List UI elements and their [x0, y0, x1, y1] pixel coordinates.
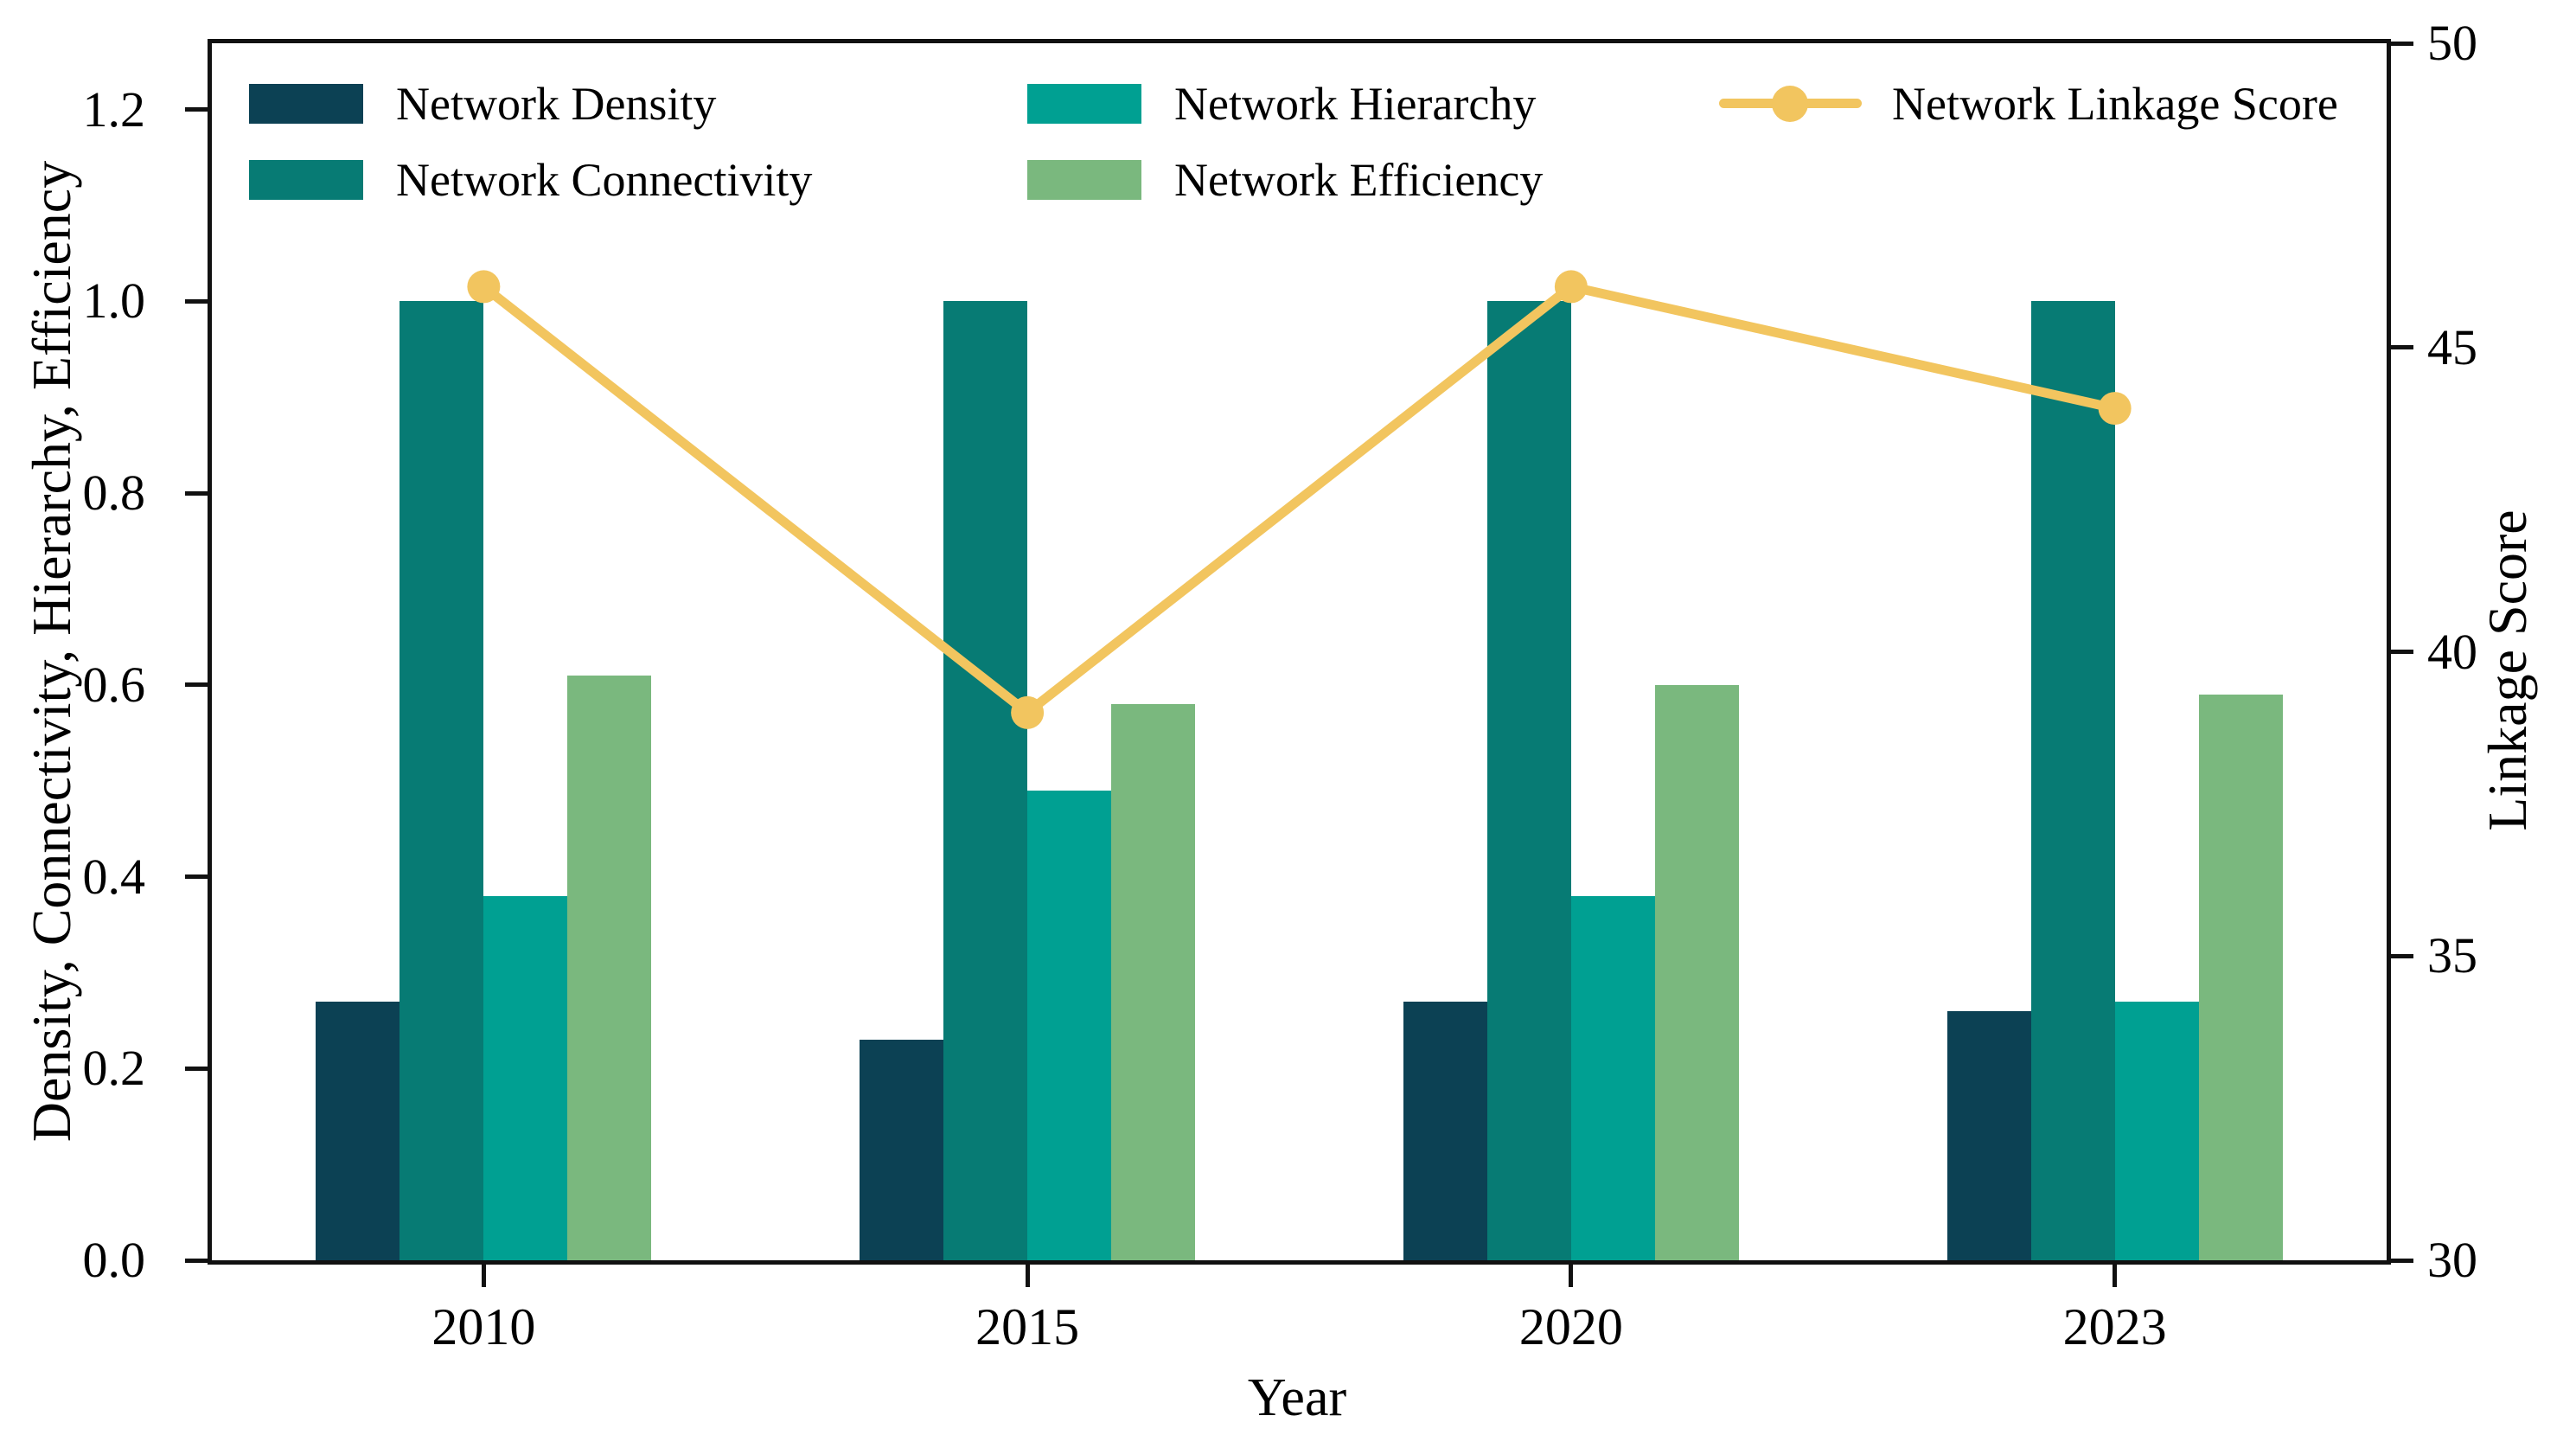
- bar-network-density-2015: [860, 1039, 944, 1260]
- y-right-tick: [2391, 953, 2413, 958]
- plot-frame: [208, 39, 2391, 1265]
- y-left-tick-label: 0.8: [82, 464, 146, 521]
- x-tick-label-2020: 2020: [1518, 1298, 1623, 1355]
- bar-network-connectivity-2010: [400, 301, 484, 1260]
- y-left-tick: [185, 1258, 208, 1263]
- bar-network-efficiency-2020: [1654, 684, 1739, 1260]
- marker-network-linkage-score-2010: [467, 270, 501, 304]
- y-left-tick-label: 1.0: [82, 272, 146, 330]
- x-tick: [1025, 1265, 1030, 1287]
- y-left-tick-label: 0.0: [82, 1232, 146, 1288]
- line-network-linkage-score: [478, 281, 2120, 718]
- legend-label-network-efficiency: Network Efficiency: [1174, 154, 1544, 206]
- x-tick-label-2015: 2015: [975, 1298, 1080, 1355]
- y-left-tick: [185, 874, 208, 879]
- y-right-tick-label: 40: [2427, 623, 2477, 680]
- x-tick-label-2023: 2023: [2062, 1298, 2167, 1355]
- bar-network-hierarchy-2010: [483, 895, 568, 1260]
- legend-swatch-network-density: [249, 84, 363, 124]
- legend-label-network-hierarchy: Network Hierarchy: [1174, 78, 1537, 130]
- y-right-tick-label: 30: [2427, 1232, 2477, 1288]
- y-left-tick-label: 0.6: [82, 656, 146, 713]
- legend-marker-network-linkage-score: [1772, 86, 1808, 122]
- x-tick: [2113, 1265, 2118, 1287]
- y-left-tick-label: 0.4: [82, 848, 146, 905]
- bar-network-efficiency-2015: [1111, 703, 1196, 1260]
- y-right-tick: [2391, 345, 2413, 350]
- y-right-tick-label: 35: [2427, 927, 2477, 984]
- legend-swatch-network-efficiency: [1027, 160, 1141, 200]
- bar-network-density-2020: [1403, 1001, 1487, 1260]
- x-tick: [481, 1265, 486, 1287]
- y-right-tick: [2391, 41, 2413, 46]
- y-left-tick: [185, 107, 208, 112]
- legend-swatch-network-connectivity: [249, 160, 363, 200]
- y-left-tick: [185, 1066, 208, 1071]
- bar-network-density-2010: [316, 1001, 400, 1260]
- x-tick-label-2010: 2010: [431, 1298, 536, 1355]
- y-right-tick: [2391, 650, 2413, 654]
- y-left-tick: [185, 298, 208, 304]
- y-left-tick-label: 1.2: [82, 80, 146, 138]
- bar-network-efficiency-2010: [567, 675, 652, 1260]
- legend-label-network-density: Network Density: [396, 78, 717, 130]
- bar-network-connectivity-2023: [2030, 301, 2115, 1260]
- x-axis-title: Year: [1247, 1368, 1347, 1427]
- marker-network-linkage-score-2020: [1554, 270, 1588, 304]
- bar-network-efficiency-2023: [2198, 694, 2283, 1260]
- bar-network-hierarchy-2020: [1570, 895, 1655, 1260]
- y-right-tick: [2391, 1258, 2413, 1263]
- bar-network-connectivity-2015: [943, 301, 1028, 1260]
- bar-network-connectivity-2020: [1486, 301, 1571, 1260]
- bar-network-density-2023: [1946, 1010, 2031, 1260]
- bar-network-hierarchy-2023: [2114, 1001, 2199, 1260]
- x-tick: [1569, 1265, 1574, 1287]
- bar-network-hierarchy-2015: [1027, 790, 1112, 1260]
- y-right-tick-label: 45: [2427, 318, 2477, 375]
- legend-label-network-connectivity: Network Connectivity: [396, 154, 813, 206]
- y-left-tick: [185, 490, 208, 496]
- y-left-tick: [185, 682, 208, 688]
- marker-network-linkage-score-2015: [1011, 695, 1045, 729]
- y-left-tick-label: 0.2: [82, 1040, 146, 1097]
- y-right-tick-label: 50: [2427, 15, 2477, 71]
- marker-network-linkage-score-2023: [2098, 392, 2132, 426]
- legend-label-network-linkage-score: Network Linkage Score: [1892, 78, 2338, 130]
- legend-swatch-network-hierarchy: [1027, 84, 1141, 124]
